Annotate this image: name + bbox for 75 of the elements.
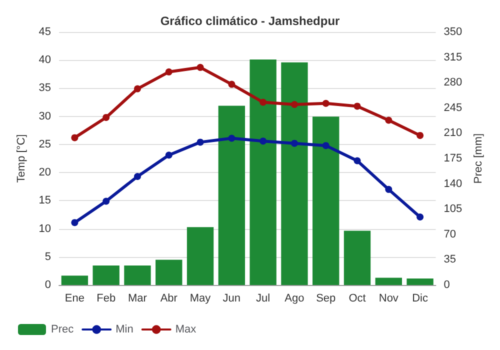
x-tick-label: Feb bbox=[96, 292, 116, 304]
x-tick-label: Jun bbox=[222, 292, 241, 304]
y2-tick-label: 210 bbox=[444, 127, 462, 140]
point bbox=[322, 142, 330, 150]
bar bbox=[312, 116, 340, 285]
y2-tick-label: 280 bbox=[444, 76, 462, 89]
y2-tick-label: 105 bbox=[444, 203, 462, 216]
y2-tick-label: 315 bbox=[444, 51, 462, 64]
legend-label: Max bbox=[175, 324, 197, 336]
y2-tick-label: 70 bbox=[444, 228, 456, 240]
x-tick-label: Mar bbox=[128, 292, 148, 304]
chart-title: Gráfico climático - Jamshedpur bbox=[160, 14, 340, 28]
y2-tick-label: 140 bbox=[444, 178, 462, 190]
point bbox=[290, 101, 298, 108]
bar bbox=[186, 227, 214, 285]
point bbox=[354, 102, 361, 110]
point bbox=[228, 134, 236, 142]
point bbox=[165, 68, 172, 76]
bar bbox=[344, 230, 371, 285]
y2-tick-label: 35 bbox=[444, 254, 456, 266]
y-tick-label: 25 bbox=[38, 138, 51, 150]
y-tick-label: 20 bbox=[38, 166, 51, 179]
bar bbox=[124, 265, 151, 285]
point bbox=[228, 80, 236, 88]
point bbox=[385, 186, 392, 193]
point bbox=[354, 157, 361, 164]
bar bbox=[406, 278, 434, 285]
point bbox=[416, 213, 424, 220]
point bbox=[71, 134, 78, 142]
y2-tick-label: 245 bbox=[444, 102, 462, 114]
y2-axis-title: Prec [mm] bbox=[472, 133, 484, 184]
x-tick-label: Nov bbox=[378, 292, 399, 304]
y-tick-label: 0 bbox=[44, 279, 51, 291]
bar bbox=[61, 276, 88, 285]
bar bbox=[375, 278, 402, 285]
y-tick-label: 10 bbox=[38, 222, 51, 235]
x-tick-label: Ago bbox=[284, 292, 304, 304]
y-tick-label: 45 bbox=[38, 26, 51, 38]
y-tick-label: 40 bbox=[38, 54, 51, 66]
y-tick-label: 15 bbox=[38, 194, 51, 207]
x-tick-label: May bbox=[190, 292, 212, 304]
point bbox=[290, 140, 298, 147]
point bbox=[71, 219, 78, 226]
bar bbox=[250, 59, 276, 285]
bar bbox=[281, 62, 308, 285]
x-tick-label: Oct bbox=[348, 292, 366, 304]
bar bbox=[218, 106, 246, 285]
x-tick-label: Ene bbox=[64, 292, 84, 304]
point bbox=[385, 116, 392, 124]
y2-tick-label: 0 bbox=[444, 279, 450, 291]
bar bbox=[92, 265, 120, 285]
y-axis-title: Temp [°C] bbox=[16, 134, 28, 183]
x-tick-label: Jul bbox=[256, 292, 270, 304]
point bbox=[165, 152, 172, 159]
y2-tick-label: 175 bbox=[444, 152, 462, 164]
x-tick-label: Abr bbox=[160, 292, 178, 304]
legend-label: Min bbox=[116, 324, 134, 336]
x-tick-label: Dic bbox=[412, 292, 428, 304]
bar bbox=[156, 260, 182, 285]
legend-label: Prec bbox=[51, 324, 74, 336]
y-tick-label: 5 bbox=[44, 250, 51, 263]
y-tick-label: 30 bbox=[38, 110, 51, 122]
x-tick-label: Sep bbox=[316, 292, 336, 304]
point bbox=[134, 85, 141, 92]
point bbox=[102, 114, 110, 121]
point bbox=[102, 198, 110, 205]
point bbox=[416, 132, 424, 139]
point bbox=[134, 172, 141, 180]
point bbox=[260, 98, 267, 106]
point bbox=[260, 138, 267, 145]
point bbox=[322, 100, 330, 107]
point bbox=[196, 64, 204, 71]
point bbox=[196, 138, 204, 146]
y2-tick-label: 350 bbox=[444, 26, 462, 38]
y-tick-label: 35 bbox=[38, 82, 51, 94]
